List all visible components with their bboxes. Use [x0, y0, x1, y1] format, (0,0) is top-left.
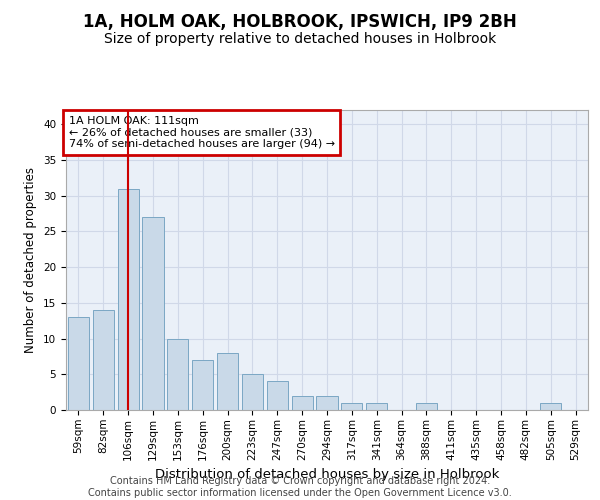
- Bar: [142, 217, 164, 410]
- Text: Contains HM Land Registry data © Crown copyright and database right 2024.
Contai: Contains HM Land Registry data © Crown c…: [88, 476, 512, 498]
- Bar: [316, 396, 338, 410]
- Bar: [366, 403, 387, 410]
- Bar: [242, 374, 263, 410]
- Bar: [540, 403, 561, 410]
- Bar: [416, 403, 437, 410]
- Bar: [118, 188, 139, 410]
- Bar: [192, 360, 213, 410]
- Bar: [93, 310, 114, 410]
- Text: 1A HOLM OAK: 111sqm
← 26% of detached houses are smaller (33)
74% of semi-detach: 1A HOLM OAK: 111sqm ← 26% of detached ho…: [68, 116, 335, 149]
- Text: 1A, HOLM OAK, HOLBROOK, IPSWICH, IP9 2BH: 1A, HOLM OAK, HOLBROOK, IPSWICH, IP9 2BH: [83, 12, 517, 30]
- Bar: [167, 338, 188, 410]
- X-axis label: Distribution of detached houses by size in Holbrook: Distribution of detached houses by size …: [155, 468, 499, 481]
- Bar: [68, 317, 89, 410]
- Bar: [217, 353, 238, 410]
- Bar: [341, 403, 362, 410]
- Y-axis label: Number of detached properties: Number of detached properties: [25, 167, 37, 353]
- Text: Size of property relative to detached houses in Holbrook: Size of property relative to detached ho…: [104, 32, 496, 46]
- Bar: [267, 382, 288, 410]
- Bar: [292, 396, 313, 410]
